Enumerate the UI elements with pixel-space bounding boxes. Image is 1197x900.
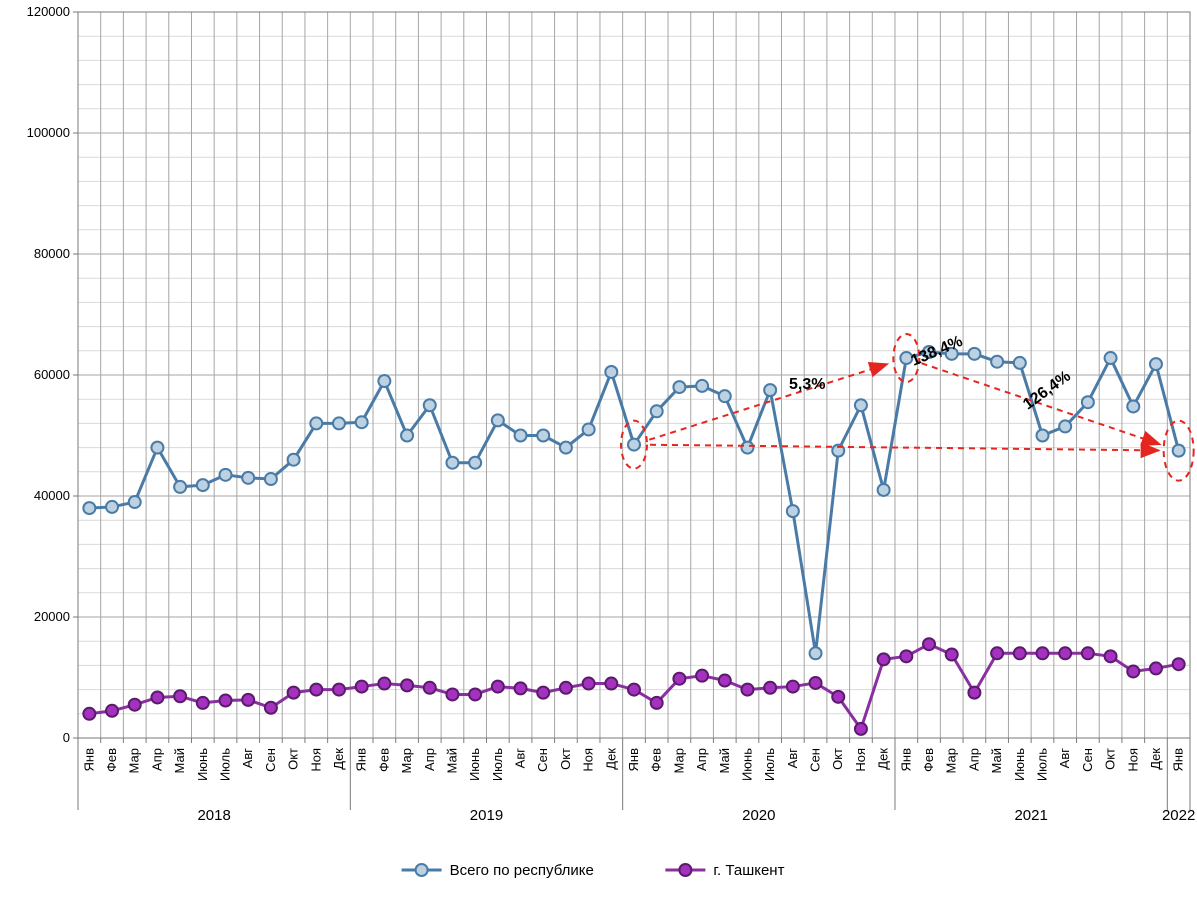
svg-text:Авг: Авг	[240, 748, 255, 769]
svg-text:Всего по республике: Всего по республике	[450, 862, 594, 879]
svg-text:Авг: Авг	[1057, 748, 1072, 769]
svg-text:Июль: Июль	[218, 748, 233, 781]
svg-text:Май: Май	[444, 748, 459, 773]
svg-text:Июль: Июль	[1034, 748, 1049, 781]
svg-text:Янв: Янв	[898, 748, 913, 772]
svg-text:Ноя: Ноя	[308, 748, 323, 772]
svg-text:2022: 2022	[1162, 807, 1195, 824]
svg-text:Дек: Дек	[331, 748, 346, 770]
svg-text:Ноя: Ноя	[853, 748, 868, 772]
svg-text:Дек: Дек	[876, 748, 891, 770]
svg-text:Фев: Фев	[104, 748, 119, 772]
svg-text:Авг: Авг	[785, 748, 800, 769]
svg-text:Окт: Окт	[558, 748, 573, 770]
svg-text:Мар: Мар	[671, 748, 686, 773]
svg-text:Апр: Апр	[966, 748, 981, 771]
svg-text:Апр: Апр	[694, 748, 709, 771]
svg-text:40000: 40000	[34, 488, 70, 503]
svg-text:Июнь: Июнь	[467, 748, 482, 781]
svg-text:60000: 60000	[34, 367, 70, 382]
svg-text:Фев: Фев	[649, 748, 664, 772]
svg-text:Окт: Окт	[830, 748, 845, 770]
svg-text:Дек: Дек	[603, 748, 618, 770]
svg-text:Июнь: Июнь	[195, 748, 210, 781]
svg-text:Апр: Апр	[149, 748, 164, 771]
svg-text:Июнь: Июнь	[1012, 748, 1027, 781]
svg-text:Янв: Янв	[81, 748, 96, 772]
svg-text:Сен: Сен	[1080, 748, 1095, 772]
svg-text:Сен: Сен	[535, 748, 550, 772]
svg-text:Фев: Фев	[921, 748, 936, 772]
svg-text:Май: Май	[989, 748, 1004, 773]
svg-text:2021: 2021	[1014, 807, 1047, 824]
svg-text:Окт: Окт	[1103, 748, 1118, 770]
svg-text:Мар: Мар	[944, 748, 959, 773]
svg-text:Окт: Окт	[286, 748, 301, 770]
svg-text:Май: Май	[717, 748, 732, 773]
svg-text:Сен: Сен	[263, 748, 278, 772]
svg-text:2020: 2020	[742, 807, 775, 824]
svg-text:Янв: Янв	[354, 748, 369, 772]
line-chart: 0 20000 40000 60000 80000 100000 120000 Янв Фев М…	[0, 0, 1197, 900]
svg-text:Апр: Апр	[422, 748, 437, 771]
svg-text:Янв: Янв	[626, 748, 641, 772]
svg-text:120000: 120000	[27, 4, 70, 19]
svg-text:Авг: Авг	[513, 748, 528, 769]
svg-text:Июль: Июль	[490, 748, 505, 781]
svg-text:Июль: Июль	[762, 748, 777, 781]
svg-text:100000: 100000	[27, 125, 70, 140]
svg-text:г. Ташкент: г. Ташкент	[713, 862, 784, 879]
svg-text:Июнь: Июнь	[739, 748, 754, 781]
svg-text:Фев: Фев	[376, 748, 391, 772]
svg-text:Янв: Янв	[1171, 748, 1186, 772]
svg-text:2018: 2018	[197, 807, 230, 824]
svg-text:Ноя: Ноя	[1125, 748, 1140, 772]
svg-text:20000: 20000	[34, 609, 70, 624]
svg-text:2019: 2019	[470, 807, 503, 824]
svg-text:Ноя: Ноя	[581, 748, 596, 772]
chart-container: 0 20000 40000 60000 80000 100000 120000 Янв Фев М…	[0, 0, 1197, 900]
svg-text:80000: 80000	[34, 246, 70, 261]
svg-text:5,3%: 5,3%	[789, 376, 825, 393]
svg-text:Май: Май	[172, 748, 187, 773]
svg-text:0: 0	[63, 730, 70, 745]
svg-text:Мар: Мар	[127, 748, 142, 773]
svg-text:Дек: Дек	[1148, 748, 1163, 770]
svg-text:138,4%: 138,4%	[909, 333, 966, 370]
svg-text:Мар: Мар	[399, 748, 414, 773]
svg-text:Сен: Сен	[808, 748, 823, 772]
